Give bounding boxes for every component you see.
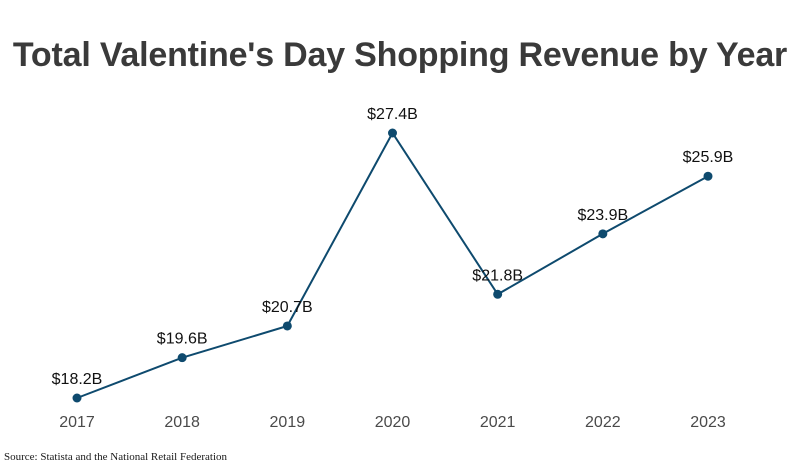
data-label-2017: $18.2B bbox=[52, 371, 103, 388]
x-tick-2021: 2021 bbox=[480, 414, 516, 431]
x-tick-2020: 2020 bbox=[375, 414, 411, 431]
series-layer bbox=[76, 131, 709, 399]
data-label-2019: $20.7B bbox=[262, 299, 313, 316]
x-axis-ticks: 2017 2018 2019 2020 2021 2022 2023 bbox=[59, 414, 726, 431]
data-labels: $18.2B $19.6B $20.7B $27.4B $21.8B $23.9B $25.… bbox=[52, 106, 734, 388]
data-point-2017 bbox=[72, 393, 82, 403]
x-tick-2018: 2018 bbox=[164, 414, 200, 431]
data-point-2022 bbox=[598, 229, 608, 239]
series-line bbox=[76, 131, 709, 399]
data-point-2023 bbox=[703, 171, 713, 181]
data-label-2023: $25.9B bbox=[683, 149, 734, 166]
data-label-2020: $27.4B bbox=[367, 106, 418, 123]
x-tick-2023: 2023 bbox=[690, 414, 726, 431]
points-layer bbox=[72, 128, 713, 403]
x-tick-2017: 2017 bbox=[59, 414, 95, 431]
chart-title: Total Valentine's Day Shopping Revenue b… bbox=[12, 36, 788, 74]
data-point-2021 bbox=[493, 289, 503, 299]
data-label-2021: $21.8B bbox=[472, 267, 523, 284]
source-note: Source: Statista and the National Retail… bbox=[4, 451, 227, 463]
x-tick-2019: 2019 bbox=[270, 414, 306, 431]
data-label-2022: $23.9B bbox=[577, 207, 628, 224]
x-tick-2022: 2022 bbox=[585, 414, 621, 431]
data-label-2018: $19.6B bbox=[157, 331, 208, 348]
data-point-2020 bbox=[388, 128, 397, 138]
data-point-2019 bbox=[282, 321, 292, 331]
data-point-2018 bbox=[177, 353, 187, 363]
